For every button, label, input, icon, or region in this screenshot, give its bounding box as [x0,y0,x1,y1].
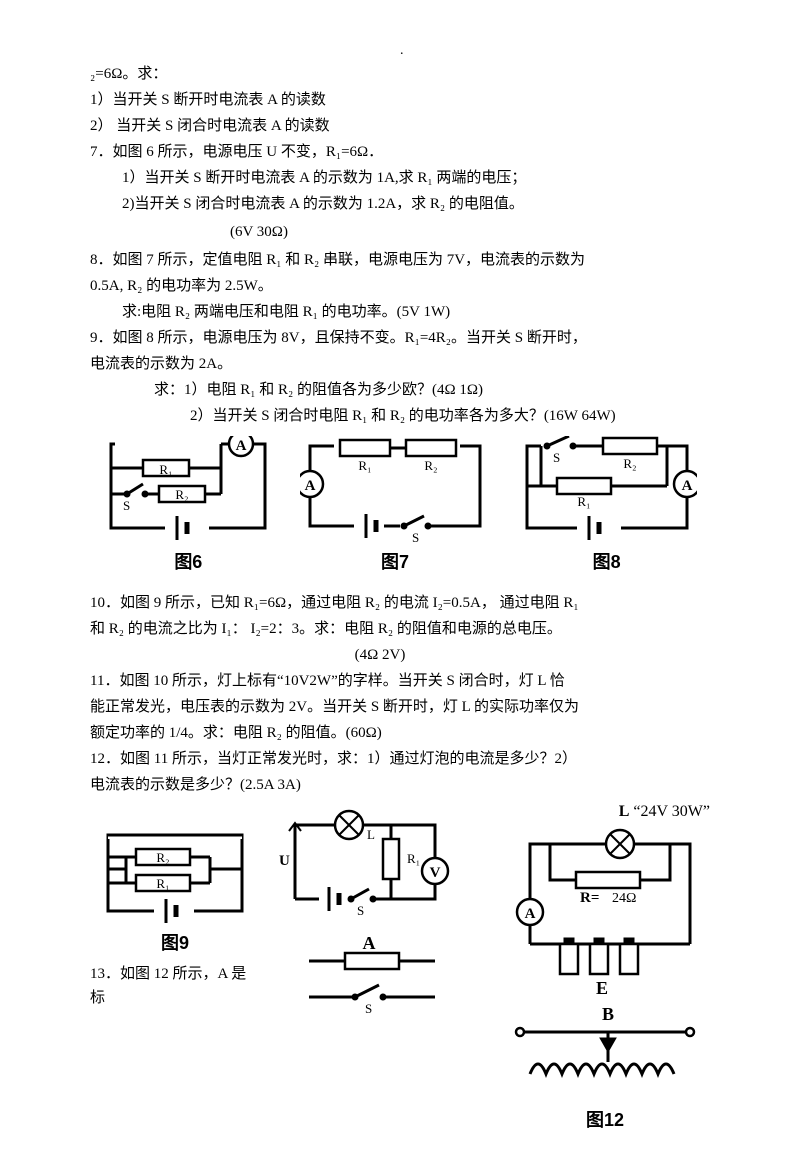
q8-line2: 0.5A, R₂ 的电功率为 2.5W。 [90,274,710,298]
fig11-r-val: 24Ω [612,891,636,906]
fig8-a: A [681,478,692,494]
figure-6: A R₁ S R₂ [103,436,273,577]
r2-label: R₂ [176,487,189,502]
q10-line2: 和 R₂ 的电流之比为 I₁： I₂=2：3。求：电阻 R₂ 的阻值和电源的总电… [90,617,710,641]
q9-line1: 9．如图 8 所示，电源电压为 8V，且保持不变。R₁=4R₂。当开关 S 断开… [90,326,710,350]
r1-label: R₁ [160,462,173,477]
q-prev-line: ₂=6Ω。求： [90,62,710,86]
q11-line3: 额定功率的 1/4。求：电阻 R₂ 的阻值。(60Ω) [90,721,710,745]
figure-9: R₂ R₁ [90,827,260,958]
page-header-dot: . [400,40,404,62]
fig9-r2: R₂ [156,850,169,865]
row-b-label: B [602,1004,614,1024]
fig10-r1: R₁ [407,851,420,866]
q13-line: 13．如图 12 所示，A 是标 [90,962,260,1010]
battery-cells [560,938,638,974]
fig11-r-eq: R= [580,890,599,906]
rheostat-coil [530,1064,674,1074]
fig8-s: S [553,450,560,465]
fig7-r1: R₁ [358,458,371,473]
fig8-r2: R₂ [623,456,636,471]
q7-line1: 7．如图 6 所示，电源电压 U 不变，R₁=6Ω． [90,140,710,164]
q9-line2: 电流表的示数为 2A。 [90,352,710,376]
figure-row-678: A R₁ S R₂ [90,436,710,577]
lamp-rating-quote: L “24V 30W” [490,799,720,825]
fig7-ammeter: A [305,478,316,494]
fig10-L: L [367,827,375,842]
q9-line4: 2）当开关 S 闭合时电阻 R₁ 和 R₂ 的电功率各为多大？(16W 64W) [90,404,710,428]
q12-line2: 电流表的示数是多少？(2.5A 3A) [90,773,710,797]
figure-11: R= 24Ω A [490,824,720,1135]
q11-line1: 11．如图 10 所示，灯上标有“10V2W”的字样。当开关 S 闭合时，灯 L… [90,669,710,693]
fig9-r1: R₁ [156,876,169,891]
q7-line3: 2)当开关 S 闭合时电流表 A 的示数为 1.2A，求 R₂ 的电阻值。 [90,192,710,216]
figure-row-bottom: R₂ R₁ [90,799,710,1135]
fig8-r1: R₁ [577,494,590,509]
q8-line1: 8．如图 7 所示，定值电阻 R₁ 和 R₂ 串联，电源电压为 7V，电流表的示… [90,248,710,272]
fig11-e: E [596,978,608,998]
figure-7: R₁ R₂ A S [300,436,490,577]
q10-line1: 10．如图 9 所示，已知 R₁=6Ω，通过电阻 R₂ 的电流 I₂=0.5A，… [90,591,710,615]
row-a-label: A [363,933,376,953]
q7-answer: (6V 30Ω) [90,220,710,244]
figure-8-label: 图8 [593,548,621,577]
q8-line3: 求:电阻 R₂ 两端电压和电阻 R₁ 的电功率。(5V 1W) [90,300,710,324]
q12-line1: 12．如图 11 所示，当灯正常发光时，求：1）通过灯泡的电流是多少？2） [90,747,710,771]
q9-line3: 求：1）电阻 R₁ 和 R₂ 的阻值各为多少欧？(4Ω 1Ω) [90,378,710,402]
q7-line2: 1）当开关 S 断开时电流表 A 的示数为 1A,求 R₁ 两端的电压； [90,166,710,190]
fig10-u: U [279,853,290,869]
figure-10: L R₁ V U [270,799,480,1019]
fig10-s: S [357,903,364,918]
q10-answer: (4Ω 2V) [90,643,710,667]
fig10-v: V [430,865,441,881]
figure-8: S R₂ R₁ A [517,436,697,577]
fig11-a: A [525,906,536,922]
ammeter-label: A [236,438,247,454]
q-prev-opt1: 1）当开关 S 断开时电流表 A 的读数 [90,88,710,112]
figure-6-label: 图6 [174,548,202,577]
figure-9-label: 图9 [161,929,189,958]
fig7-s: S [412,530,419,545]
q-prev-opt2: 2） 当开关 S 闭合时电流表 A 的读数 [90,114,710,138]
q11-line2: 能正常发光，电压表的示数为 2V。当开关 S 断开时，灯 L 的实际功率仅为 [90,695,710,719]
switch-label-s: S [123,498,130,513]
fig7-r2: R₂ [424,458,437,473]
row-s-label: S [365,1001,372,1016]
figure-7-label: 图7 [381,548,409,577]
